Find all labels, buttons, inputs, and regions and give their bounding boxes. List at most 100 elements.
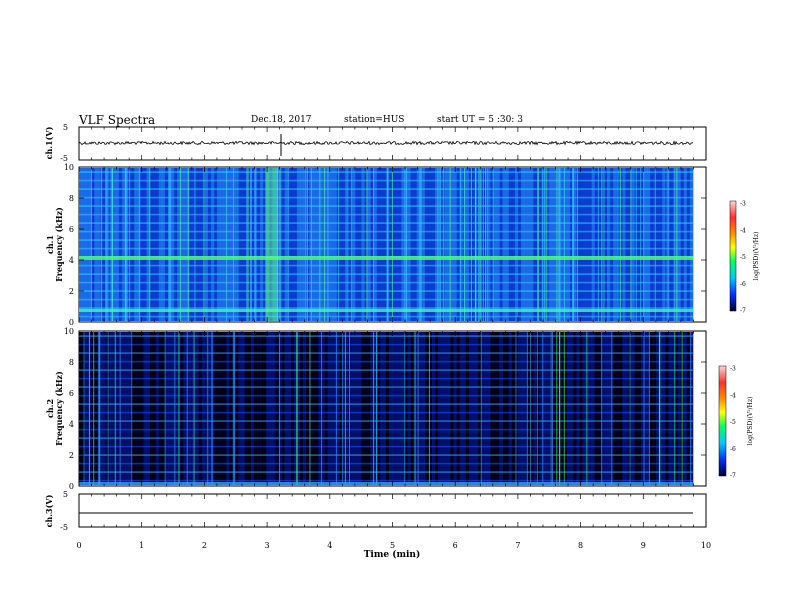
spec-ylabel-frequency: Frequency (kHz) <box>54 371 64 446</box>
spectrogram-column <box>468 168 473 321</box>
spectrogram-column <box>281 168 285 321</box>
station-label: station=HUS <box>344 115 405 125</box>
spectrogram-band <box>79 222 693 224</box>
x-tick-label: 0 <box>76 541 81 550</box>
spectrogram-column <box>478 168 482 321</box>
spectrogram-column <box>643 332 648 485</box>
spectrogram-streak <box>376 332 377 485</box>
spectrogram-4khz-line <box>79 256 693 260</box>
spectrogram-streak <box>643 332 645 485</box>
spectrogram-column <box>211 332 215 485</box>
spectrogram-column <box>428 332 433 485</box>
spectrogram-column <box>392 168 396 321</box>
spectrogram-band <box>79 196 693 199</box>
spectrogram-column <box>395 168 399 321</box>
spectrogram-column <box>333 332 338 485</box>
spectrogram-column <box>367 332 371 485</box>
spectrogram-column <box>499 332 503 485</box>
spectrogram-column <box>530 168 534 321</box>
spectrogram-column <box>263 332 267 485</box>
spectrogram-column <box>128 332 132 485</box>
spectrogram-column <box>631 332 635 485</box>
spectrogram-column <box>671 332 675 485</box>
spectrogram-streak <box>464 168 466 321</box>
ch2-spectrogram-panel <box>78 330 707 487</box>
spectrogram-column <box>300 332 304 485</box>
spectrogram-streak <box>344 332 346 485</box>
spectrogram-streak <box>546 168 548 321</box>
x-tick-label: 6 <box>453 541 458 550</box>
spectrogram-column <box>634 332 639 485</box>
spectrogram-column <box>392 332 396 485</box>
spectrogram-column <box>425 332 430 485</box>
spectrogram-streak <box>112 168 113 321</box>
spectrogram-streak <box>635 168 637 321</box>
spectrogram-column <box>91 168 95 321</box>
spectrogram-column <box>223 332 227 485</box>
spec-ytick-label: 8 <box>69 358 74 367</box>
spectrogram-streak <box>492 168 494 321</box>
spectrogram-column <box>607 332 611 485</box>
spectrogram-column <box>637 168 642 321</box>
x-tick-label: 3 <box>265 541 270 550</box>
spectrogram-column <box>220 168 224 321</box>
spectrogram-streak <box>654 168 656 321</box>
spectrogram-column <box>646 332 651 485</box>
spectrogram-column <box>548 168 553 321</box>
spectrogram-column <box>432 168 436 321</box>
spectrogram-streak <box>164 332 166 485</box>
ch3-ytick-bottom: -5 <box>60 523 68 532</box>
spectrogram-column <box>226 168 230 321</box>
spectrogram-column <box>324 332 328 485</box>
spectrogram-streak <box>538 168 540 321</box>
spectrogram-streak <box>107 332 109 485</box>
spectrogram-streak <box>296 332 298 485</box>
axis-ticks <box>78 127 707 527</box>
spectrogram-streak <box>366 168 368 321</box>
spectrogram-column <box>192 168 196 321</box>
spectrogram-streak <box>668 168 670 321</box>
ch1-spectrogram-panel <box>78 166 707 323</box>
spectrogram-streak <box>515 332 517 485</box>
spectrogram-column <box>505 332 510 485</box>
spectrogram-column <box>358 332 362 485</box>
spectrogram-column <box>112 168 117 321</box>
spectrogram-low-band <box>79 482 693 485</box>
spectrogram-column <box>189 332 193 485</box>
spectrogram-band <box>79 179 693 182</box>
spectrogram-streak <box>541 168 543 321</box>
spectrogram-column <box>355 332 359 485</box>
ch1-waveform-trace <box>78 134 694 156</box>
spectrogram-column <box>622 332 626 485</box>
spectrogram-streak <box>88 332 90 485</box>
spectrogram-column <box>493 168 497 321</box>
spectrogram-column <box>610 168 614 321</box>
spectrogram-streak <box>91 168 92 321</box>
spectrogram-column <box>352 332 356 485</box>
spectrogram-column <box>518 332 522 485</box>
spectrogram-column <box>613 168 617 321</box>
spectrogram-column <box>444 332 448 485</box>
spectrogram-column <box>465 332 470 485</box>
spectrogram-column <box>428 168 433 321</box>
spectrogram-streak <box>168 168 170 321</box>
spectrogram-column <box>312 168 316 321</box>
spectrogram-column <box>253 332 258 485</box>
ch3-ytick-top: 5 <box>63 490 68 499</box>
spec-ytick-label: 4 <box>69 420 74 429</box>
spectrogram-column <box>471 332 476 485</box>
spectrogram-column <box>689 168 694 321</box>
spectrogram-column <box>686 332 691 485</box>
spectrogram-streak <box>391 168 393 321</box>
spectrogram-column <box>168 168 172 321</box>
spectrogram-column <box>533 332 537 485</box>
spectrogram-column <box>410 332 414 485</box>
spectrogram-column <box>100 168 104 321</box>
spectrogram-streak <box>474 168 476 321</box>
spectrogram-column <box>296 332 301 485</box>
spectrogram-streak <box>558 168 560 321</box>
spectrogram-column <box>475 168 479 321</box>
spectrogram-column <box>376 168 381 321</box>
spectrogram-streak <box>307 168 308 321</box>
